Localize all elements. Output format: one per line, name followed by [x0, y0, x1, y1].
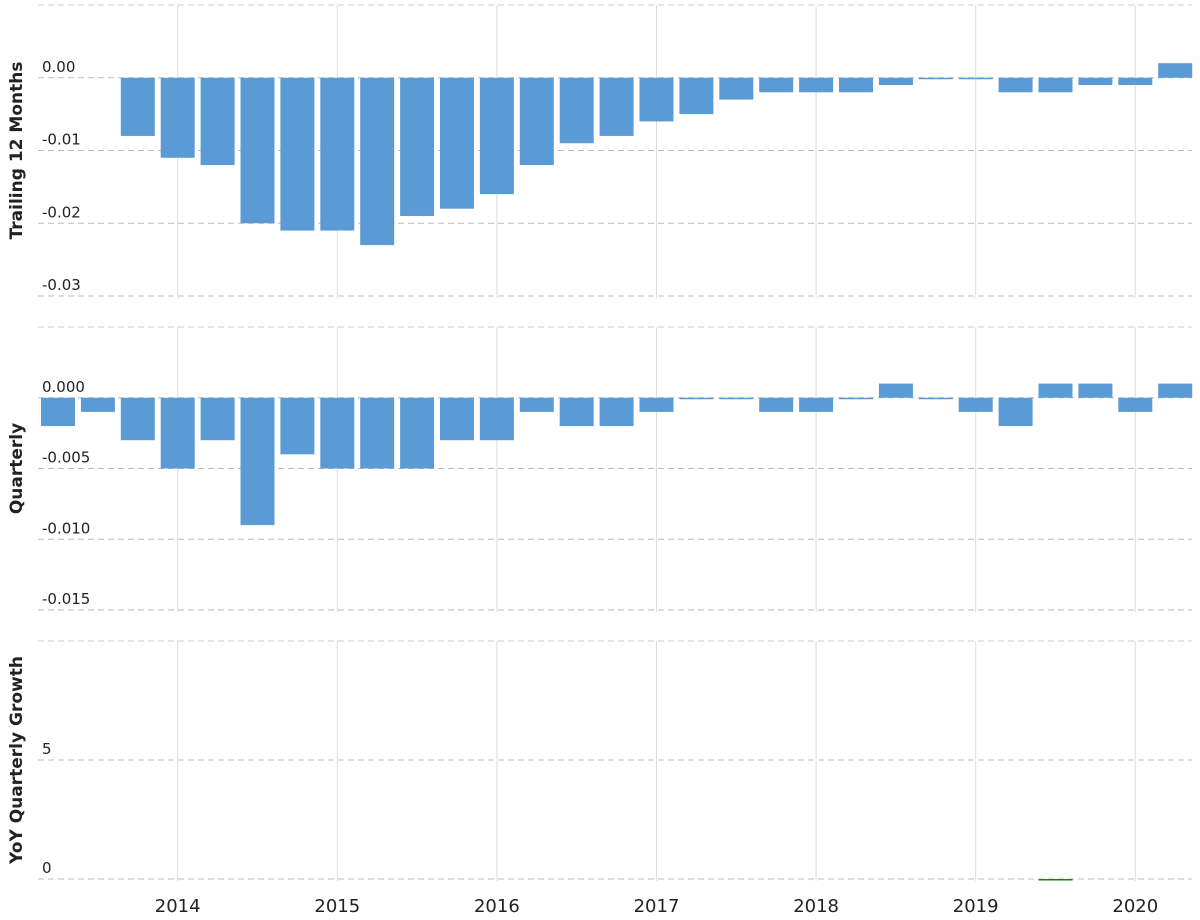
y-axis-title: Trailing 12 Months	[7, 62, 27, 240]
y-tick-label: 5	[42, 740, 52, 758]
x-tick-label: 2014	[155, 896, 201, 917]
y-tick-label: -0.02	[42, 203, 81, 221]
y-axis-title: Quarterly	[7, 423, 27, 514]
y-tick-label: 0.000	[42, 378, 85, 396]
bar	[519, 397, 554, 412]
bar	[878, 383, 913, 398]
bar	[400, 397, 435, 469]
bar	[160, 77, 195, 158]
bar	[1038, 879, 1073, 881]
bar	[679, 77, 714, 115]
bar	[80, 397, 115, 412]
bar	[1078, 77, 1113, 86]
bar	[759, 397, 794, 412]
bar	[1038, 77, 1073, 93]
bar	[719, 77, 754, 100]
y-tick-label: 0.00	[42, 58, 75, 76]
bar	[440, 397, 474, 441]
bar	[599, 77, 634, 136]
bar	[918, 397, 953, 400]
y-tick-label: -0.01	[42, 131, 81, 149]
bar	[1118, 77, 1153, 86]
x-tick-label: 2015	[314, 896, 360, 917]
bar	[799, 397, 834, 412]
bar	[240, 77, 275, 224]
bar	[200, 77, 235, 166]
y-tick-label: -0.010	[42, 519, 90, 537]
bar	[639, 77, 674, 122]
bar	[479, 77, 514, 195]
bar	[998, 397, 1033, 427]
x-tick-label: 2018	[793, 896, 839, 917]
bar	[400, 77, 435, 216]
bar	[280, 77, 315, 231]
bar	[41, 397, 75, 427]
bar	[160, 397, 195, 469]
y-tick-label: 0	[42, 859, 52, 877]
bar	[559, 397, 594, 427]
bar	[839, 77, 873, 93]
bar	[559, 77, 594, 144]
bar	[240, 397, 275, 526]
x-tick-label: 2019	[953, 896, 999, 917]
bar	[360, 397, 395, 469]
bar	[360, 77, 395, 246]
x-tick-label: 2017	[634, 896, 680, 917]
bar	[918, 77, 953, 80]
bar	[320, 77, 355, 231]
bar	[639, 397, 674, 412]
bar	[1038, 383, 1073, 398]
y-axis-title: YoY Quarterly Growth	[7, 656, 27, 865]
bar	[519, 77, 554, 166]
bar	[1118, 397, 1153, 412]
bar	[1158, 383, 1193, 398]
bar	[280, 397, 315, 455]
x-tick-label: 2016	[474, 896, 520, 917]
bar	[479, 397, 514, 441]
bar	[440, 77, 474, 209]
y-tick-label: -0.03	[42, 276, 81, 294]
x-tick-label: 2020	[1112, 896, 1158, 917]
bar	[878, 77, 913, 86]
bar	[320, 397, 355, 469]
y-tick-label: -0.015	[42, 590, 90, 608]
bar	[1158, 63, 1193, 78]
bar	[958, 397, 993, 412]
bar	[799, 77, 834, 93]
bar	[120, 77, 155, 136]
bar	[759, 77, 794, 93]
bar	[200, 397, 235, 441]
bar	[1078, 383, 1113, 398]
bar	[599, 397, 634, 427]
bar	[719, 397, 754, 400]
bar	[120, 397, 155, 441]
bar	[998, 77, 1033, 93]
y-tick-label: -0.005	[42, 449, 90, 467]
bar	[679, 397, 714, 400]
bar	[839, 397, 873, 400]
bar	[958, 77, 993, 80]
